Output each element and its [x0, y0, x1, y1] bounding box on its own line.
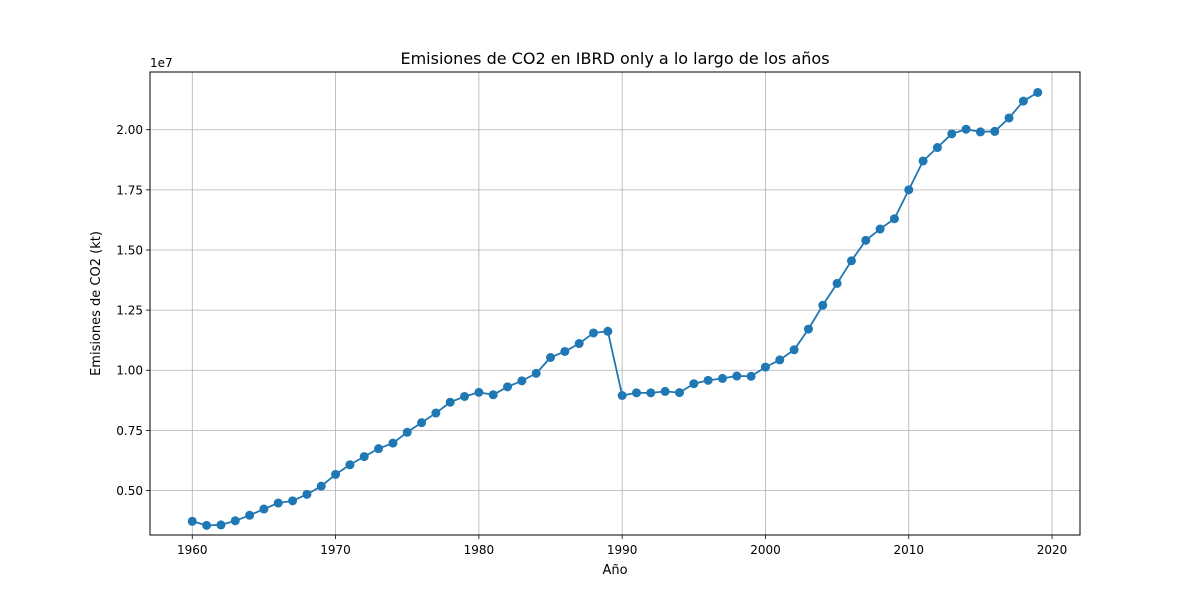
data-point	[674, 388, 684, 398]
data-point	[460, 391, 470, 401]
x-tick-label: 1960	[177, 543, 208, 557]
data-point	[975, 127, 985, 137]
data-point	[760, 362, 770, 372]
data-point	[388, 438, 398, 448]
data-point	[345, 460, 355, 470]
y-tick-label: 1.00	[116, 364, 143, 378]
chart-title: Emisiones de CO2 en IBRD only a lo largo…	[400, 49, 829, 68]
y-tick-label: 2.00	[116, 123, 143, 137]
data-point	[245, 510, 255, 520]
data-point	[302, 489, 312, 499]
data-point	[1033, 87, 1043, 97]
data-point	[832, 278, 842, 288]
data-point	[646, 388, 656, 398]
data-point	[990, 126, 1000, 136]
data-point	[259, 504, 269, 514]
data-point	[589, 328, 599, 338]
data-point	[202, 520, 212, 530]
data-point	[474, 387, 484, 397]
data-point	[861, 235, 871, 245]
series-layer	[187, 87, 1043, 530]
y-axis-label: Emisiones de CO2 (kt)	[89, 231, 104, 376]
data-point	[488, 390, 498, 400]
data-point	[445, 397, 455, 407]
y-axis: 0.50 0.75 1.00 1.25 1.50 1.75 2.00	[116, 123, 150, 498]
data-point	[846, 256, 856, 266]
data-point	[904, 185, 914, 195]
data-point	[316, 481, 326, 491]
data-point	[546, 352, 556, 362]
x-tick-label: 1990	[607, 543, 638, 557]
y-offset-label: 1e7	[150, 56, 173, 70]
plot-area	[150, 72, 1080, 535]
y-tick-label: 1.25	[116, 304, 143, 318]
data-point	[273, 498, 283, 508]
data-point	[503, 382, 513, 392]
x-tick-label: 1970	[320, 543, 351, 557]
plot-frame	[149, 71, 1081, 536]
x-tick-label: 2010	[893, 543, 924, 557]
x-tick-label: 1980	[464, 543, 495, 557]
data-point	[660, 386, 670, 396]
x-axis-label: Año	[602, 563, 627, 578]
data-point	[531, 368, 541, 378]
data-point	[932, 143, 942, 153]
data-point	[631, 388, 641, 398]
data-point	[689, 379, 699, 389]
x-tick-label: 2000	[750, 543, 781, 557]
data-point	[775, 355, 785, 365]
data-point	[402, 427, 412, 437]
data-point	[230, 516, 240, 526]
data-point	[288, 496, 298, 506]
data-point	[961, 124, 971, 134]
data-point	[918, 156, 928, 166]
data-point	[1018, 96, 1028, 106]
x-tick-label: 2020	[1037, 543, 1068, 557]
y-tick-label: 0.75	[116, 424, 143, 438]
data-point	[560, 346, 570, 356]
data-point	[703, 375, 713, 385]
data-point	[803, 324, 813, 334]
data-point	[818, 300, 828, 310]
data-point	[617, 390, 627, 400]
data-point	[1004, 113, 1014, 123]
data-point	[947, 129, 957, 139]
data-point	[875, 224, 885, 234]
data-point	[331, 469, 341, 479]
data-point	[187, 516, 197, 526]
data-point	[417, 418, 427, 428]
y-tick-label: 1.75	[116, 183, 143, 197]
x-axis: 1960 1970 1980 1990 2000 2010 2020	[177, 535, 1067, 557]
data-point	[789, 345, 799, 355]
y-tick-label: 0.50	[116, 484, 143, 498]
data-point	[889, 214, 899, 224]
data-point	[374, 444, 384, 454]
data-point	[732, 371, 742, 381]
data-point	[359, 452, 369, 462]
y-tick-label: 1.50	[116, 243, 143, 257]
data-point	[517, 376, 527, 386]
data-point	[574, 339, 584, 349]
data-point	[603, 326, 613, 336]
data-point	[746, 371, 756, 381]
data-point	[216, 520, 226, 530]
data-point	[431, 408, 441, 418]
data-point	[717, 373, 727, 383]
